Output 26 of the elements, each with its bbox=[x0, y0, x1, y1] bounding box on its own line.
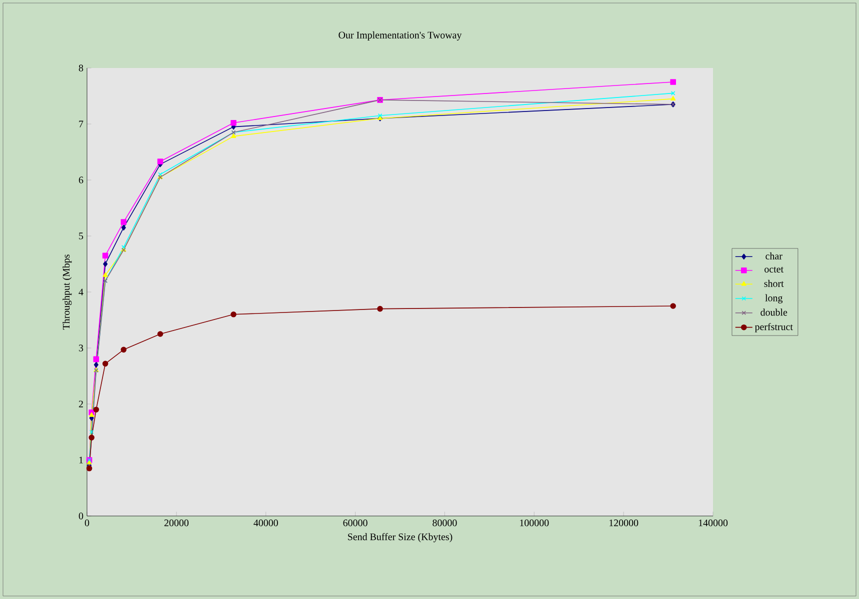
x-axis-title: Send Buffer Size (Kbytes) bbox=[348, 533, 452, 542]
legend-label: perfstruct bbox=[754, 323, 793, 332]
legend-label: double bbox=[760, 308, 788, 316]
y-tick-label: 4 bbox=[78, 288, 84, 296]
y-tick-label: 7 bbox=[79, 120, 84, 128]
y-tick-label: 6 bbox=[78, 176, 84, 184]
y-axis-title: Throughput (Mbps bbox=[62, 254, 72, 330]
y-tick-label: 5 bbox=[79, 232, 84, 240]
y-tick-label: 8 bbox=[78, 64, 84, 72]
y-tick-label: 1 bbox=[79, 456, 83, 464]
x-tick-label: 60000 bbox=[343, 520, 368, 526]
y-tick-label: 0 bbox=[78, 512, 84, 520]
x-tick-label: 80000 bbox=[432, 520, 457, 526]
y-tick-label: 2 bbox=[78, 400, 83, 408]
x-tick-label: 40000 bbox=[254, 520, 278, 526]
chart-title: Our Implementation's Twoway bbox=[338, 31, 462, 41]
legend-label: char bbox=[766, 252, 782, 260]
legend-label: octet bbox=[764, 266, 784, 273]
x-tick-label: 0 bbox=[84, 520, 90, 526]
legend-label: short bbox=[764, 280, 784, 287]
y-tick-label: 3 bbox=[78, 344, 84, 352]
x-tick-label: 100000 bbox=[520, 520, 549, 526]
x-tick-label: 20000 bbox=[164, 520, 189, 526]
x-tick-label: 120000 bbox=[610, 520, 638, 526]
x-tick-label: 140000 bbox=[698, 520, 728, 526]
legend-label: long bbox=[765, 294, 783, 304]
